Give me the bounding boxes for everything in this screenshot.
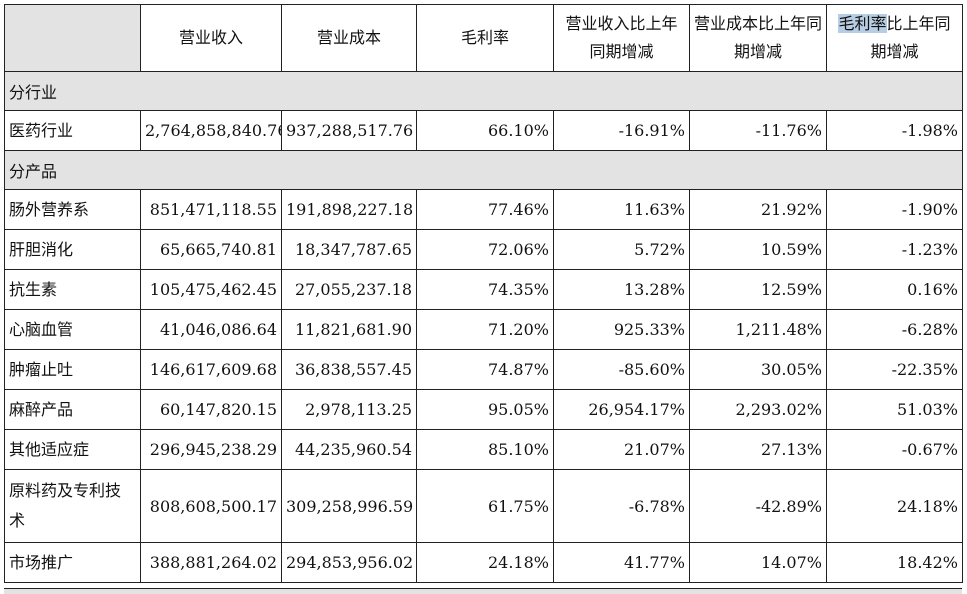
row-cost-change: 21.92% bbox=[689, 189, 827, 230]
row-name: 抗生素 bbox=[4, 269, 141, 310]
row-name: 医药行业 bbox=[4, 110, 141, 151]
row-name: 心脑血管 bbox=[4, 309, 141, 350]
row-name: 市场推广 bbox=[4, 542, 141, 583]
section-label-industry: 分行业 bbox=[4, 71, 963, 111]
section-label-product: 分产品 bbox=[4, 150, 963, 190]
row-margin: 77.46% bbox=[416, 189, 554, 230]
header-revenue: 营业收入 bbox=[140, 4, 282, 72]
row-revenue: 146,617,609.68 bbox=[140, 349, 282, 390]
next-section-edge bbox=[4, 588, 962, 594]
row-cost: 11,821,681.90 bbox=[281, 309, 417, 350]
row-cost-change: 10.59% bbox=[689, 229, 827, 270]
row-revenue: 851,471,118.55 bbox=[140, 189, 282, 230]
row-margin: 85.10% bbox=[416, 429, 554, 470]
row-revenue-change: 41.77% bbox=[553, 542, 690, 583]
row-margin: 95.05% bbox=[416, 389, 554, 430]
table-row: 医药行业 2,764,858,840.76 937,288,517.76 66.… bbox=[4, 110, 963, 151]
row-revenue: 41,046,086.64 bbox=[140, 309, 282, 350]
row-cost-change: 1,211.48% bbox=[689, 309, 827, 350]
row-margin-change: -6.28% bbox=[826, 309, 963, 350]
row-revenue: 296,945,238.29 bbox=[140, 429, 282, 470]
row-margin: 66.10% bbox=[416, 110, 554, 151]
row-revenue: 105,475,462.45 bbox=[140, 269, 282, 310]
table-row: 原料药及专利技术 808,608,500.17 309,258,996.59 6… bbox=[4, 469, 963, 543]
row-cost-change: -42.89% bbox=[689, 469, 827, 543]
row-revenue: 65,665,740.81 bbox=[140, 229, 282, 270]
row-margin-change: -0.67% bbox=[826, 429, 963, 470]
row-revenue-change: 11.63% bbox=[553, 189, 690, 230]
row-revenue-change: -85.60% bbox=[553, 349, 690, 390]
row-revenue: 808,608,500.17 bbox=[140, 469, 282, 543]
row-name: 肝胆消化 bbox=[4, 229, 141, 270]
row-name: 麻醉产品 bbox=[4, 389, 141, 430]
header-corner-cell bbox=[4, 4, 141, 72]
row-margin-change: 51.03% bbox=[826, 389, 963, 430]
row-cost-change: 27.13% bbox=[689, 429, 827, 470]
table-row: 肿瘤止吐 146,617,609.68 36,838,557.45 74.87%… bbox=[4, 349, 963, 390]
row-revenue: 60,147,820.15 bbox=[140, 389, 282, 430]
section-row-product: 分产品 bbox=[4, 150, 963, 190]
row-margin: 74.87% bbox=[416, 349, 554, 390]
row-cost-change: -11.76% bbox=[689, 110, 827, 151]
table-row: 其他适应症 296,945,238.29 44,235,960.54 85.10… bbox=[4, 429, 963, 470]
row-margin: 24.18% bbox=[416, 542, 554, 583]
row-name: 肿瘤止吐 bbox=[4, 349, 141, 390]
row-revenue-change: 5.72% bbox=[553, 229, 690, 270]
row-cost: 18,347,787.65 bbox=[281, 229, 417, 270]
row-revenue-change: 13.28% bbox=[553, 269, 690, 310]
row-name: 其他适应症 bbox=[4, 429, 141, 470]
row-cost-change: 2,293.02% bbox=[689, 389, 827, 430]
row-cost-change: 12.59% bbox=[689, 269, 827, 310]
row-margin-change: -22.35% bbox=[826, 349, 963, 390]
header-revenue-change: 营业收入比上年同期增减 bbox=[553, 4, 690, 72]
row-revenue-change: -16.91% bbox=[553, 110, 690, 151]
table-row: 心脑血管 41,046,086.64 11,821,681.90 71.20% … bbox=[4, 309, 963, 350]
row-cost-change: 30.05% bbox=[689, 349, 827, 390]
table-row: 肠外营养系 851,471,118.55 191,898,227.18 77.4… bbox=[4, 189, 963, 230]
row-margin-change: -1.98% bbox=[826, 110, 963, 151]
row-cost: 44,235,960.54 bbox=[281, 429, 417, 470]
row-cost: 937,288,517.76 bbox=[281, 110, 417, 151]
row-revenue-change: 925.33% bbox=[553, 309, 690, 350]
header-margin-change-highlight: 毛利率 bbox=[838, 14, 887, 33]
table-row: 肝胆消化 65,665,740.81 18,347,787.65 72.06% … bbox=[4, 229, 963, 270]
row-revenue: 388,881,264.02 bbox=[140, 542, 282, 583]
financial-table: 营业收入 营业成本 毛利率 营业收入比上年同期增减 营业成本比上年同期增减 毛利… bbox=[4, 4, 963, 583]
table-row: 麻醉产品 60,147,820.15 2,978,113.25 95.05% 2… bbox=[4, 389, 963, 430]
row-cost: 309,258,996.59 bbox=[281, 469, 417, 543]
row-cost: 191,898,227.18 bbox=[281, 189, 417, 230]
row-cost: 2,978,113.25 bbox=[281, 389, 417, 430]
table-row: 抗生素 105,475,462.45 27,055,237.18 74.35% … bbox=[4, 269, 963, 310]
table-row: 市场推广 388,881,264.02 294,853,956.02 24.18… bbox=[4, 542, 963, 583]
header-cost: 营业成本 bbox=[281, 4, 417, 72]
row-name: 肠外营养系 bbox=[4, 189, 141, 230]
row-cost: 27,055,237.18 bbox=[281, 269, 417, 310]
row-margin: 74.35% bbox=[416, 269, 554, 310]
row-margin-change: 0.16% bbox=[826, 269, 963, 310]
row-cost-change: 14.07% bbox=[689, 542, 827, 583]
header-row: 营业收入 营业成本 毛利率 营业收入比上年同期增减 营业成本比上年同期增减 毛利… bbox=[4, 4, 963, 72]
row-margin-change: 18.42% bbox=[826, 542, 963, 583]
row-revenue-change: -6.78% bbox=[553, 469, 690, 543]
header-margin-change: 毛利率比上年同期增减 bbox=[826, 4, 963, 72]
row-cost: 36,838,557.45 bbox=[281, 349, 417, 390]
row-margin-change: -1.23% bbox=[826, 229, 963, 270]
row-margin-change: 24.18% bbox=[826, 469, 963, 543]
row-revenue-change: 21.07% bbox=[553, 429, 690, 470]
row-cost: 294,853,956.02 bbox=[281, 542, 417, 583]
row-margin: 71.20% bbox=[416, 309, 554, 350]
row-revenue-change: 26,954.17% bbox=[553, 389, 690, 430]
row-revenue: 2,764,858,840.76 bbox=[140, 110, 282, 151]
row-margin: 72.06% bbox=[416, 229, 554, 270]
header-cost-change: 营业成本比上年同期增减 bbox=[689, 4, 827, 72]
row-name: 原料药及专利技术 bbox=[4, 469, 141, 543]
header-margin: 毛利率 bbox=[416, 4, 554, 72]
row-margin: 61.75% bbox=[416, 469, 554, 543]
row-margin-change: -1.90% bbox=[826, 189, 963, 230]
section-row-industry: 分行业 bbox=[4, 71, 963, 111]
header-margin-change-rest: 比上年同期增减 bbox=[870, 14, 951, 61]
